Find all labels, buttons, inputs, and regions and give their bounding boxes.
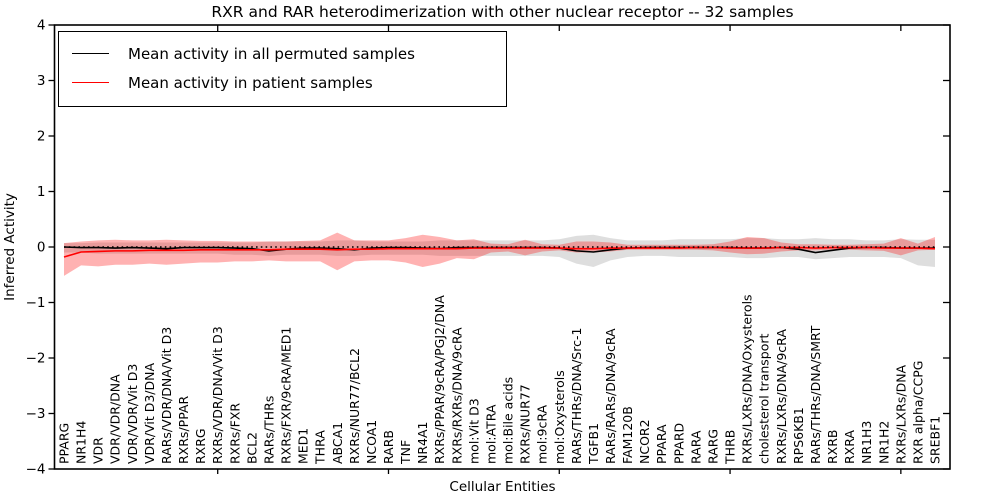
legend-label: Mean activity in all permuted samples [128, 44, 415, 63]
legend-label: Mean activity in patient samples [128, 73, 373, 92]
x-category-label: PPARA [654, 424, 669, 464]
x-category-label: RXRs/FXR [227, 403, 242, 464]
x-category-label: RXRs/LXRs/DNA/9cRA [774, 329, 789, 464]
x-category-label: VDR/VDR/Vit D3 [125, 364, 140, 464]
x-category-label: FAM120B [620, 406, 635, 464]
x-category-label: RXRs/RXRs/DNA/9cRA [449, 327, 464, 464]
legend-item-patient: Mean activity in patient samples [72, 68, 506, 97]
y-tick-label: 4 [37, 18, 46, 34]
x-category-label: RXRG [193, 428, 208, 464]
legend-item-permuted: Mean activity in all permuted samples [72, 39, 506, 68]
x-category-label: ABCA1 [330, 422, 345, 464]
x-category-label: RXRs/PPAR/9cRA/PGJ2/DNA [432, 295, 447, 464]
y-tick-label: 2 [37, 129, 46, 145]
y-tick-labels: 4 3 2 1 0 −1 −2 −3 −4 [26, 18, 46, 478]
x-category-label: cholesterol transport [757, 333, 772, 464]
x-category-label: TNF [398, 440, 413, 465]
legend-line-sample-black [72, 53, 109, 54]
x-category-label: mol:Bile acids [501, 377, 516, 464]
y-tick-label: −3 [26, 406, 46, 422]
x-category-labels: PPARG NR1H4 VDR VDR/VDR/DNA VDR/VDR/Vit D3 VD… [57, 294, 943, 465]
x-category-label: mol:9cRA [535, 404, 550, 464]
x-category-label: RXRA [842, 430, 857, 464]
x-category-label: RARA [688, 430, 703, 464]
x-category-label: NR1H4 [74, 421, 89, 464]
legend: Mean activity in all permuted samples Me… [58, 31, 507, 107]
x-category-label: SREBF1 [928, 416, 943, 464]
x-axis-label: Cellular Entities [449, 479, 556, 495]
x-category-label: PPARG [57, 423, 72, 464]
x-category-label: RXRs/FXR/9cRA/MED1 [279, 327, 294, 464]
axis-ticks [48, 24, 950, 474]
y-tick-label: 3 [37, 73, 46, 89]
x-category-label: TGFB1 [586, 423, 601, 465]
x-category-label: RXRs/PPAR [176, 396, 191, 464]
x-category-label: NCOR2 [637, 419, 652, 464]
x-category-label: RXRs/LXRs/DNA [893, 364, 908, 464]
x-category-label: RXR alpha/CCPG [910, 361, 925, 464]
plot-frame [53, 24, 951, 470]
x-category-label: NR4A1 [415, 422, 430, 465]
legend-line-sample-red [72, 82, 109, 83]
series-lines [63, 246, 936, 258]
x-category-label: VDR [91, 437, 106, 464]
x-category-label: MED1 [296, 428, 311, 464]
x-category-label: THRA [313, 430, 328, 465]
y-tick-label: −1 [26, 295, 46, 311]
x-category-label: mol:ATRA [483, 404, 498, 464]
x-category-label: RARs/THRs/DNA/Src-1 [569, 328, 584, 464]
x-category-label: RARG [705, 429, 720, 464]
x-category-label: NR1H3 [859, 421, 874, 464]
x-category-label: RPS6KB1 [791, 407, 806, 464]
x-category-label: VDR/Vit D3/DNA [142, 363, 157, 464]
x-category-label: RARs/VDR/DNA/Vit D3 [159, 327, 174, 464]
x-category-label: mol:Oxysterols [552, 370, 567, 464]
x-category-label: RARs/RARs/DNA/9cRA [603, 328, 618, 464]
x-category-label: mol:Vit D3 [466, 398, 481, 464]
band-permuted [64, 234, 935, 267]
y-tick-label: 0 [37, 240, 46, 256]
chart-title: RXR and RAR heterodimerization with othe… [211, 3, 794, 21]
x-category-label: RXRs/NUR77 [518, 384, 533, 464]
x-category-label: BCL2 [244, 432, 259, 464]
uncertainty-bands [64, 232, 935, 276]
x-category-label: RARs/THRs/DNA/SMRT [808, 325, 823, 464]
x-category-label: RXRB [825, 429, 840, 464]
x-category-label: RARB [381, 430, 396, 464]
y-tick-label: −4 [26, 462, 46, 478]
y-tick-label: 1 [37, 184, 46, 200]
band-patient [64, 232, 935, 276]
x-category-label: NCOA1 [364, 420, 379, 464]
x-category-label: PPARD [671, 423, 686, 464]
x-category-label: THRB [723, 430, 738, 465]
x-category-label: RXRs/VDR/DNA/Vit D3 [210, 326, 225, 464]
x-category-label: RXRs/LXRs/DNA/Oxysterols [740, 294, 755, 464]
x-category-label: NR1H2 [876, 421, 891, 464]
y-axis-label: Inferred Activity [2, 193, 18, 301]
x-category-label: RXRs/NUR77/BCL2 [347, 348, 362, 464]
x-category-label: VDR/VDR/DNA [108, 374, 123, 464]
y-tick-label: −2 [26, 351, 46, 367]
x-category-label: RARs/THRs [261, 396, 276, 464]
